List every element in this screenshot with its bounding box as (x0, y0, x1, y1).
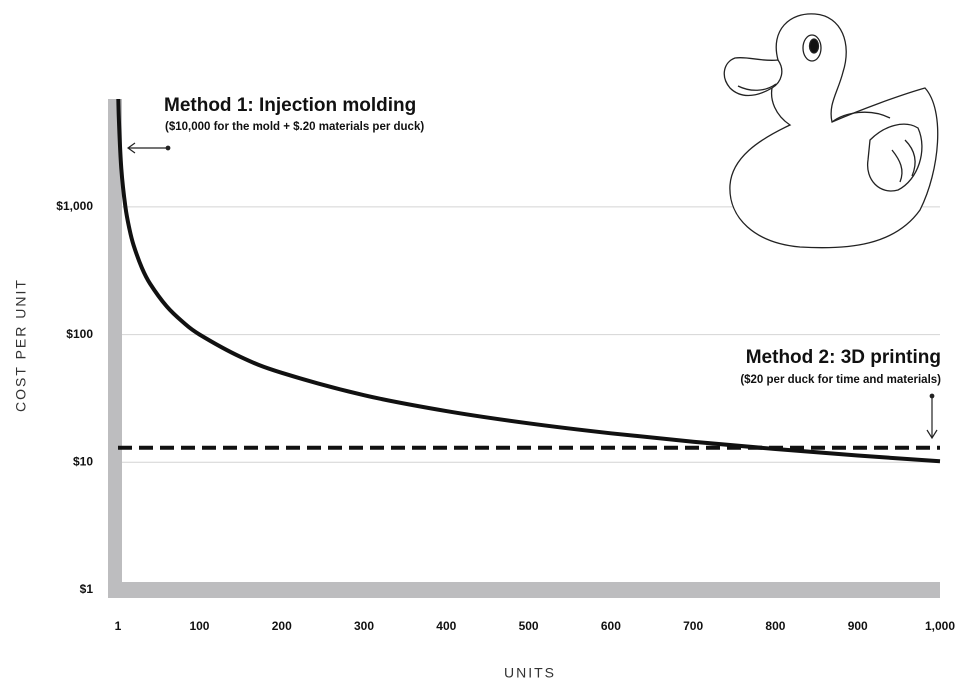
y-tick-label: $10 (73, 454, 93, 468)
x-tick-label: 300 (354, 619, 374, 633)
y-tick-label: $1 (80, 582, 94, 596)
duck-illustration (724, 14, 937, 248)
x-tick-label: 1,000 (925, 619, 955, 633)
x-tick-label: 900 (848, 619, 868, 633)
x-tick-label: 500 (519, 619, 539, 633)
x-tick-label: 700 (683, 619, 703, 633)
annotation-title: Method 1: Injection molding (164, 95, 416, 116)
arrow (927, 394, 937, 438)
y-tick-label: $100 (66, 327, 93, 341)
labels: $1 $10 $100 $1,000 1 100 200 300 400 500 600 700 800… (56, 199, 955, 633)
annotation-text: ($10,000 for the mold + $.20 materials p… (165, 121, 424, 133)
grid (118, 207, 940, 598)
x-axis-bar (108, 582, 940, 598)
annotation-title: Method 2: 3D printing (746, 347, 941, 368)
x-tick-label: 100 (189, 619, 209, 633)
x-tick-label: 800 (765, 619, 785, 633)
x-tick-label: 200 (272, 619, 292, 633)
y-axis-title: COST PER UNIT (13, 278, 29, 412)
chart: $1 $10 $100 $1,000 1 100 200 300 400 500 600 700 800… (0, 0, 961, 682)
y-tick-label: $1,000 (56, 199, 93, 213)
x-tick-label: 400 (436, 619, 456, 633)
x-tick-label: 600 (601, 619, 621, 633)
arrow (128, 143, 170, 153)
x-axis-title: UNITS (504, 665, 556, 681)
annotation-text: ($20 per duck for time and materials) (740, 374, 941, 386)
x-tick-label: 1 (115, 619, 122, 633)
